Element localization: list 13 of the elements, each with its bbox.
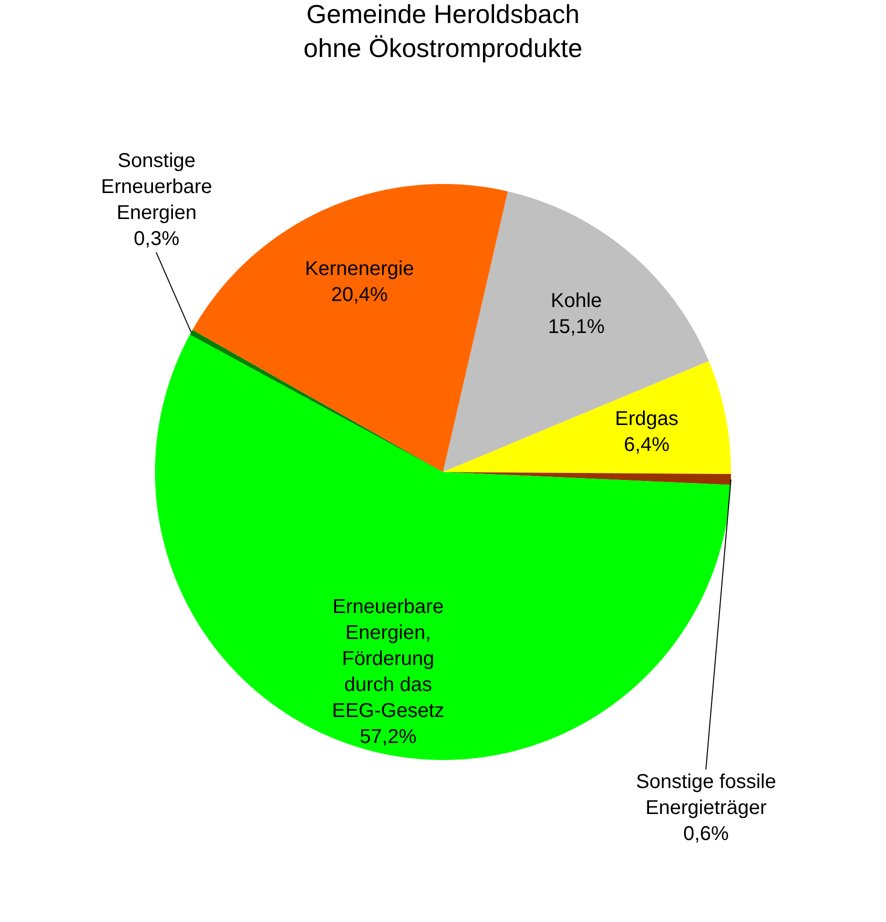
slice-label: Sonstige Erneuerbare Energien: [101, 150, 212, 224]
data-label: 6,4%: [624, 434, 670, 456]
slice-label: Sonstige fossile Energieträger: [636, 771, 776, 819]
slice-label: Kohle: [550, 290, 602, 312]
slice-label: Erneuerbare Energien, Förderung durch das EEG-Gesetz: [332, 596, 444, 722]
data-label: 57,2%: [360, 726, 417, 748]
data-label: 15,1%: [548, 316, 605, 338]
data-label: 20,4%: [331, 284, 388, 306]
slice-label: Erdgas: [615, 408, 678, 430]
data-label: 0,3%: [134, 228, 180, 250]
chart-title: Gemeinde Heroldsbach ohne Ökostromprodukte: [304, 0, 582, 63]
slice-label: Kernenergie: [305, 258, 414, 280]
data-label: 0,6%: [683, 823, 730, 845]
